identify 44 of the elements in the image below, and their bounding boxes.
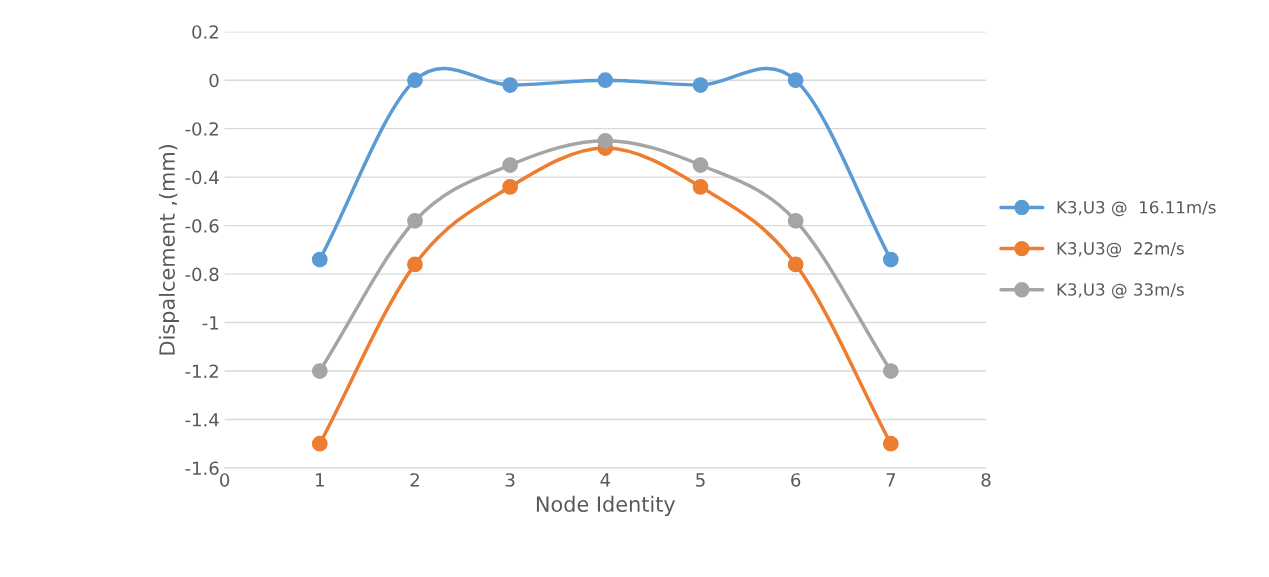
x-tick-label: 3 — [505, 473, 515, 487]
point — [311, 363, 328, 379]
point — [882, 363, 899, 379]
point — [692, 178, 709, 195]
point — [502, 77, 519, 93]
point — [597, 72, 614, 89]
x-tick-label: 8 — [981, 473, 991, 487]
y-tick-label: -1.4 — [185, 413, 219, 427]
point — [311, 251, 328, 268]
y-axis-title: Dispalcement ,(mm) — [158, 144, 179, 355]
x-tick-label: 0 — [220, 473, 230, 487]
legend-label: K3,U3 @ 33m/s — [1057, 283, 1184, 299]
point — [787, 212, 804, 229]
y-tick-label: 0 — [209, 73, 219, 88]
point — [407, 72, 423, 89]
point — [882, 251, 899, 268]
legend-label: K3,U3 @ 16.11m/s — [1057, 200, 1216, 217]
point — [407, 256, 423, 273]
y-tick-label: -0.4 — [185, 170, 219, 185]
legend-label: K3,U3@ 22m/s — [1057, 242, 1184, 258]
point — [311, 435, 328, 452]
y-tick-label: -1.6 — [185, 461, 219, 476]
x-tick-label: 2 — [410, 473, 419, 487]
x-tick-label: 1 — [316, 473, 324, 487]
point — [882, 435, 899, 452]
y-tick-label: 0.2 — [192, 25, 218, 39]
point — [692, 77, 709, 93]
point — [597, 132, 614, 149]
point — [407, 212, 423, 229]
x-tick-label: 6 — [791, 473, 801, 487]
x-tick-label: 5 — [696, 473, 705, 487]
y-tick-label: -0.8 — [185, 267, 219, 282]
point — [692, 157, 709, 173]
y-tick-label: -1 — [202, 316, 219, 330]
y-tick-label: -1.2 — [185, 364, 218, 378]
x-tick-label: 7 — [886, 473, 896, 487]
x-tick-label: 4 — [600, 473, 611, 487]
x-axis-title: Node Identity — [536, 495, 676, 516]
point — [787, 256, 804, 273]
point — [787, 72, 804, 89]
point — [502, 178, 519, 195]
y-tick-label: -0.2 — [185, 122, 218, 136]
y-tick-label: -0.6 — [185, 219, 219, 233]
point — [502, 157, 519, 173]
